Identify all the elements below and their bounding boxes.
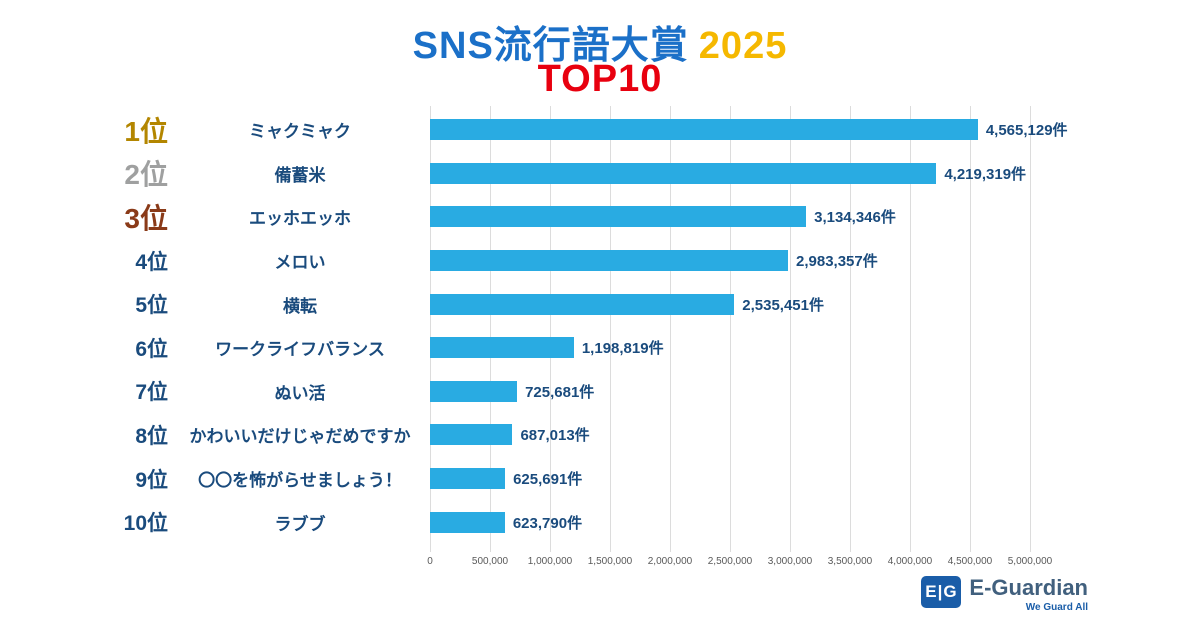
chart-row: 5位 横転 2,535,451件 [0,282,1200,326]
chart-row: 4位 メロい 2,983,357件 [0,239,1200,283]
title-year: 2025 [698,25,788,67]
bar-track: 623,790件 [430,500,1070,544]
x-tick-label: 3,500,000 [827,556,873,567]
x-tick-label: 4,000,000 [887,556,933,567]
bar [430,380,518,402]
title-top10: TOP10 [537,58,663,100]
term-label: メロい [274,253,326,273]
gridline [610,106,611,552]
value-label: 625,691件 [513,471,583,489]
rank-label: 9位 [135,468,168,492]
term-label: 〇〇を怖がらせましょう！ [198,471,402,491]
rank-label: 4位 [135,250,168,274]
bar-track: 4,219,319件 [430,152,1070,196]
chart-row: 7位 ぬい活 725,681件 [0,370,1200,414]
bar-track: 1,198,819件 [430,326,1070,370]
value-label: 687,013件 [520,427,590,445]
logo-text: E-Guardian We Guard All [969,575,1088,614]
bar-track: 625,691件 [430,457,1070,501]
x-axis-tick-labels: 0 500,000 1,000,000 1,500,000 2,000,000 2,500… [427,556,1052,570]
x-tick-label: 2,500,000 [707,556,753,567]
term-label: ワークライフバランス [215,340,385,360]
bar-track: 2,535,451件 [430,282,1070,326]
gridline [850,106,851,552]
eguardian-logo-icon: E|G [921,576,962,608]
value-label: 1,198,819件 [581,340,664,358]
bar-track: 687,013件 [430,413,1070,457]
bar [430,511,505,533]
bar [430,468,506,490]
value-label: 3,134,346件 [814,209,896,227]
gridline [550,106,551,552]
title-main: SNS流行語大賞 [412,25,689,67]
gridline [670,106,671,552]
rank-label: 1位 [124,115,168,147]
term-label: かわいいだけじゃだめですか [189,427,411,447]
term-label: エッホエッホ [249,209,351,229]
eguardian-logo: E|G E-Guardian We Guard All [921,575,1088,614]
value-label: 725,681件 [525,383,595,401]
value-label: 4,219,319件 [944,165,1027,183]
chart-row: 6位 ワークライフバランス 1,198,819件 [0,326,1200,370]
rank-label: 5位 [135,294,168,318]
rank-label: 2位 [124,159,168,191]
value-label: 2,535,451件 [742,296,824,314]
bar [430,424,513,446]
bar [430,206,807,228]
bar-track: 2,983,357件 [430,239,1070,283]
chart-row: 1位 ミャクミャク 4,565,129件 [0,108,1200,152]
value-label: 4,565,129件 [985,122,1068,140]
bar-chart: 1位 ミャクミャク 4,565,129件 2位 備蓄米 4,219,319件 3位 エッホエッ… [0,108,1200,544]
gridline [970,106,971,552]
chart-gridlines [430,106,1031,552]
term-label: 備蓄米 [274,165,326,185]
bar-track: 3,134,346件 [430,195,1070,239]
gridline [730,106,731,552]
gridline [1030,106,1031,552]
chart-row: 2位 備蓄米 4,219,319件 [0,152,1200,196]
chart-row: 3位 エッホエッホ 3,134,346件 [0,195,1200,239]
x-tick-label: 0 [427,556,433,567]
term-label: ミャクミャク [249,122,351,142]
x-tick-label: 1,500,000 [587,556,633,567]
bar [430,119,978,141]
bar [430,293,735,315]
bar [430,337,574,359]
rank-label: 3位 [124,202,168,234]
term-label: ぬい活 [274,383,326,403]
rank-label: 6位 [135,337,168,361]
gridline [490,106,491,552]
logo-tagline: We Guard All [1025,602,1088,614]
gridline [910,106,911,552]
bar [430,250,788,272]
page-title: SNS流行語大賞 2025 [0,14,1200,69]
gridline [790,106,791,552]
bar [430,162,937,184]
x-tick-label: 3,000,000 [767,556,813,567]
bar-track: 4,565,129件 [430,108,1070,152]
bar-track: 725,681件 [430,370,1070,414]
x-tick-label: 500,000 [471,556,509,567]
rank-label: 8位 [135,424,168,448]
rank-label: 7位 [135,381,168,405]
gridline [430,106,431,552]
x-tick-label: 2,000,000 [647,556,693,567]
term-label: 横転 [283,296,317,316]
x-tick-label: 4,500,000 [947,556,993,567]
x-tick-label: 5,000,000 [1007,556,1053,567]
chart-row: 8位 かわいいだけじゃだめですか 687,013件 [0,413,1200,457]
chart-row: 10位 ラブブ 623,790件 [0,500,1200,544]
value-label: 2,983,357件 [796,253,878,271]
x-tick-label: 1,000,000 [527,556,573,567]
value-label: 623,790件 [512,514,583,532]
logo-name: E-Guardian [969,575,1088,600]
term-label: ラブブ [274,514,326,534]
chart-row: 9位 〇〇を怖がらせましょう！ 625,691件 [0,457,1200,501]
rank-label: 10位 [123,512,168,536]
